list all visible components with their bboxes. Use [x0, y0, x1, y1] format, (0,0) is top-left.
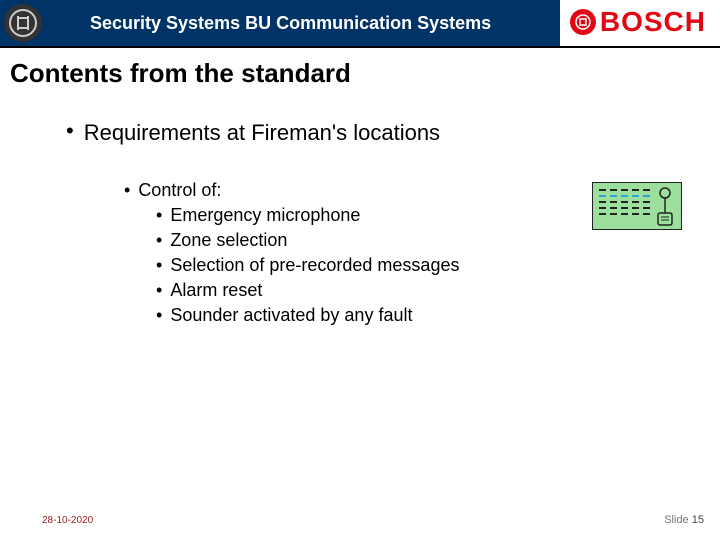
list-item: • Selection of pre-recorded messages: [156, 255, 626, 276]
microphone-icon: [655, 187, 675, 232]
footer-slide-number: Slide 15: [664, 514, 704, 526]
panel-indicator-grid: [599, 189, 650, 215]
sub-heading: • Control of:: [124, 180, 626, 201]
bullet-dot-icon: •: [66, 120, 74, 142]
main-bullet-text: Requirements at Fireman's locations: [84, 120, 440, 146]
bosch-logo-icon: [4, 4, 42, 42]
list-item: • Emergency microphone: [156, 205, 626, 226]
bullet-dot-icon: •: [156, 305, 162, 326]
bosch-ring-icon: [570, 9, 596, 35]
list-item: • Sounder activated by any fault: [156, 305, 626, 326]
footer-date: 28-10-2020: [42, 515, 93, 526]
list-item: • Alarm reset: [156, 280, 626, 301]
bullet-dot-icon: •: [156, 230, 162, 251]
slide-container: Security Systems BU Communication System…: [0, 0, 720, 540]
sub-heading-text: Control of:: [138, 180, 221, 201]
content-area: • Requirements at Fireman's locations • …: [66, 120, 626, 330]
header-bar: Security Systems BU Communication System…: [0, 0, 560, 46]
sub-list: • Control of: • Emergency microphone • Z…: [124, 180, 626, 326]
header-title: Security Systems BU Communication System…: [90, 13, 491, 34]
bullet-dot-icon: •: [156, 280, 162, 301]
slide-label: Slide: [664, 514, 688, 526]
list-item-text: Sounder activated by any fault: [170, 305, 412, 326]
list-item: • Zone selection: [156, 230, 626, 251]
section-title: Contents from the standard: [10, 58, 351, 89]
bullet-dot-icon: •: [124, 180, 130, 201]
list-item-text: Alarm reset: [170, 280, 262, 301]
header-divider: [0, 46, 720, 48]
bullet-dot-icon: •: [156, 255, 162, 276]
bullet-dot-icon: •: [156, 205, 162, 226]
main-bullet: • Requirements at Fireman's locations: [66, 120, 626, 146]
brand-text: BOSCH: [600, 6, 706, 38]
slide-num: 15: [692, 514, 704, 526]
list-item-text: Selection of pre-recorded messages: [170, 255, 459, 276]
list-item-text: Zone selection: [170, 230, 287, 251]
list-item-text: Emergency microphone: [170, 205, 360, 226]
control-panel-graphic: [592, 182, 682, 230]
bosch-wordmark: BOSCH: [570, 6, 706, 38]
